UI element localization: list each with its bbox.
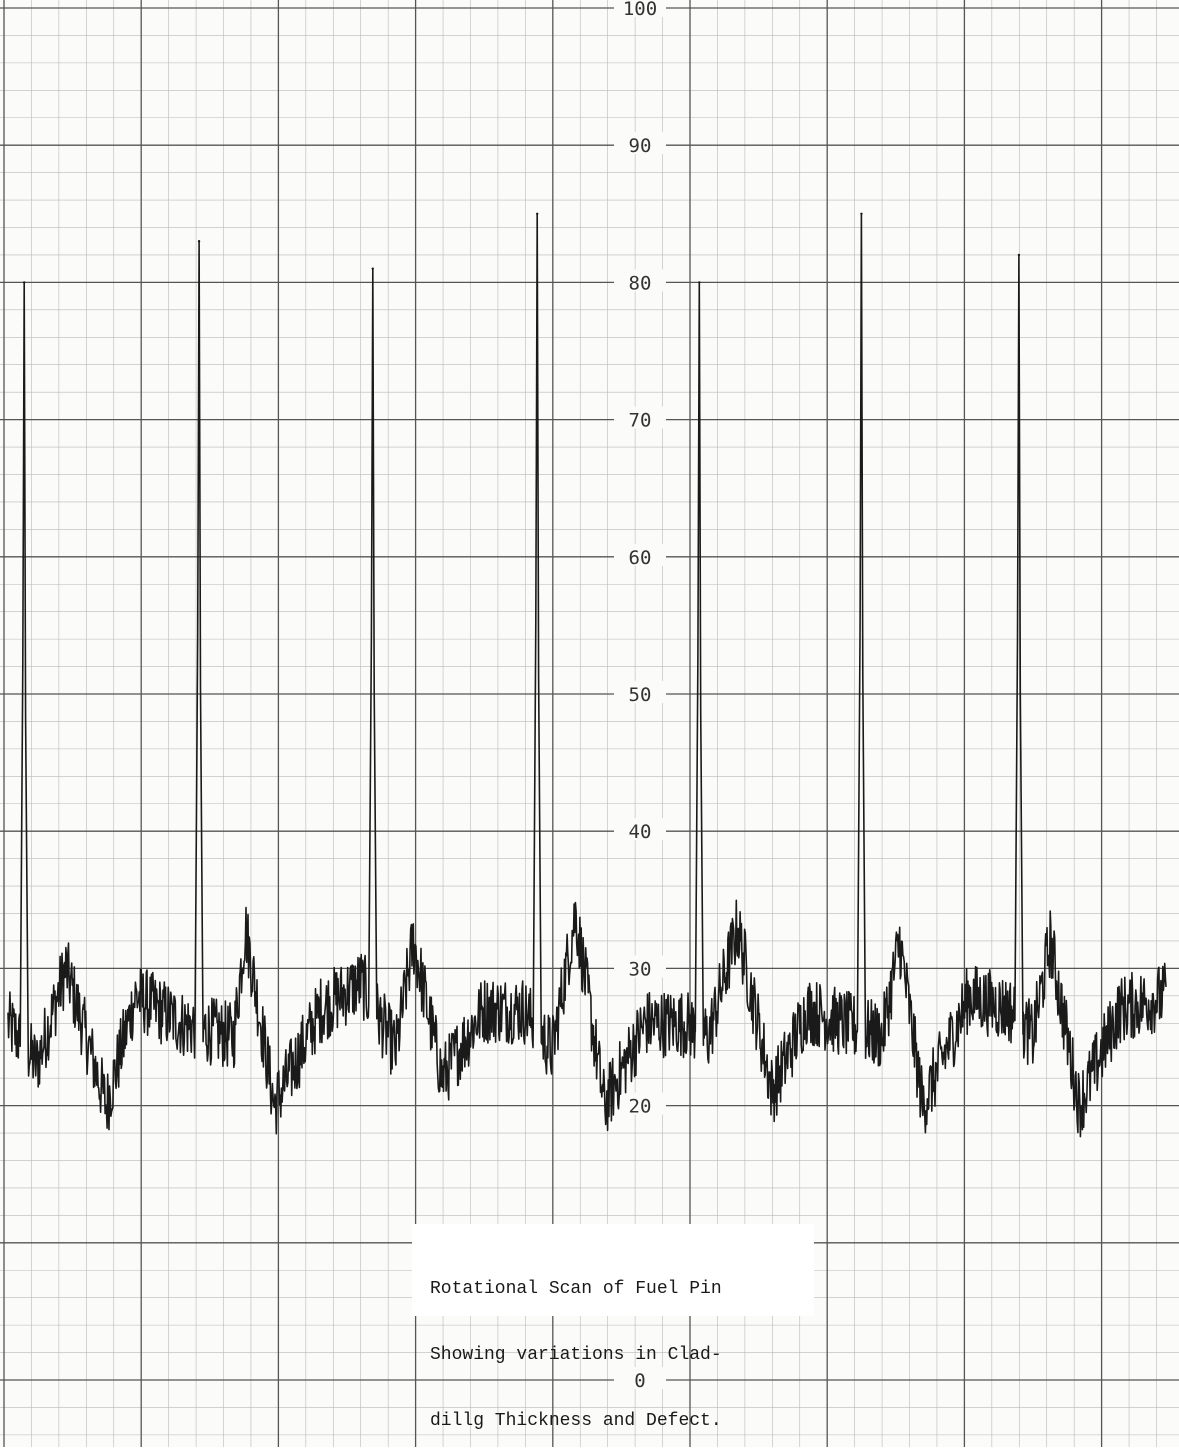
spike-peaks bbox=[23, 212, 1021, 284]
tick-label-background bbox=[614, 543, 666, 566]
y-tick-label: 70 bbox=[629, 410, 652, 432]
y-tick-label: 90 bbox=[629, 135, 652, 157]
y-tick-label: 60 bbox=[629, 547, 652, 569]
spike-peak-point bbox=[197, 240, 201, 243]
chart-caption: Rotational Scan of Fuel Pin Showing vari… bbox=[412, 1224, 814, 1431]
tick-label-background bbox=[614, 1092, 666, 1115]
spike-peak-point bbox=[860, 212, 863, 215]
tick-label-background bbox=[614, 132, 666, 155]
tick-label-background bbox=[614, 0, 666, 17]
y-tick-label: 0 bbox=[634, 1370, 645, 1392]
tick-label-background bbox=[614, 406, 666, 429]
tick-label-background bbox=[614, 955, 666, 978]
caption-line: dillg Thickness and Defect. bbox=[430, 1411, 722, 1431]
tick-label-background bbox=[614, 818, 666, 841]
y-tick-label: 100 bbox=[623, 0, 657, 20]
caption-line: Rotational Scan of Fuel Pin bbox=[430, 1279, 722, 1299]
caption-line: Showing variations in Clad- bbox=[430, 1345, 722, 1365]
spike-peak-point bbox=[536, 212, 539, 215]
y-tick-label: 80 bbox=[629, 272, 652, 294]
spike-peak-point bbox=[23, 281, 26, 284]
y-tick-label: 20 bbox=[629, 1096, 652, 1118]
y-tick-label: 40 bbox=[629, 821, 652, 843]
spike-peak-point bbox=[1017, 253, 1021, 257]
spike-peak-point bbox=[371, 267, 374, 270]
spike-peak-point bbox=[698, 281, 701, 284]
tick-label-background bbox=[614, 1367, 666, 1389]
data-series-trace bbox=[7, 213, 1167, 1138]
y-tick-label: 30 bbox=[629, 958, 652, 980]
y-tick-label: 50 bbox=[629, 684, 652, 706]
tick-label-background bbox=[614, 269, 666, 292]
tick-label-background bbox=[614, 681, 666, 703]
y-axis-tick-labels: 0 20 30 40 50 60 70 80 90 100 bbox=[614, 0, 666, 1392]
